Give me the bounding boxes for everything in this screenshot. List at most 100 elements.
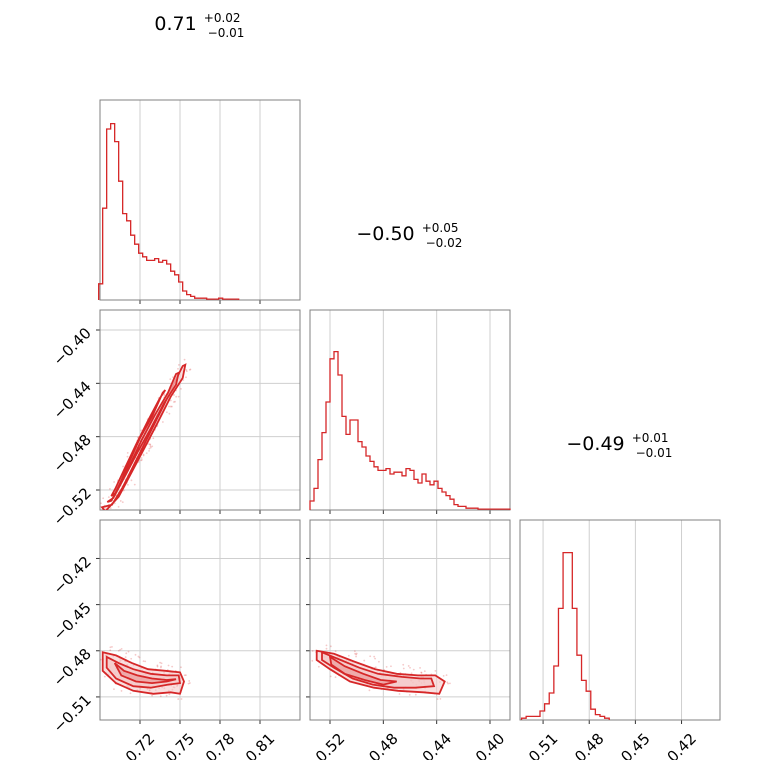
sample-point bbox=[180, 387, 182, 390]
contour-inner bbox=[113, 662, 177, 685]
sample-point bbox=[115, 509, 117, 510]
sample-point bbox=[100, 502, 102, 505]
x-tick-labels-param-1: 0.72 0.75 0.78 0.81 bbox=[122, 730, 278, 760]
sample-point bbox=[169, 405, 172, 408]
y-tick-label: −0.48 bbox=[50, 431, 95, 476]
sample-point bbox=[385, 665, 388, 668]
sample-point bbox=[355, 655, 357, 658]
x-tick-label: −0.42 bbox=[655, 730, 700, 760]
sample-point bbox=[109, 646, 112, 649]
sample-point bbox=[102, 497, 105, 500]
sample-point bbox=[149, 443, 152, 446]
sample-point bbox=[414, 693, 417, 696]
sample-point bbox=[334, 650, 337, 653]
sample-point bbox=[140, 457, 143, 459]
sample-point bbox=[165, 411, 168, 414]
x-tick-label: −0.40 bbox=[463, 730, 508, 760]
sample-point bbox=[325, 644, 328, 647]
sample-point bbox=[133, 483, 136, 486]
sample-point bbox=[188, 368, 191, 371]
sample-point bbox=[317, 665, 320, 668]
sample-point bbox=[420, 672, 423, 674]
sample-point bbox=[148, 443, 151, 446]
sample-point bbox=[103, 675, 106, 678]
sample-point bbox=[138, 656, 141, 659]
sample-point bbox=[117, 649, 120, 652]
sample-point bbox=[163, 394, 166, 397]
contour-inner bbox=[328, 655, 397, 686]
y-tick-label: −0.45 bbox=[50, 599, 95, 644]
sample-point bbox=[353, 650, 356, 653]
sample-point bbox=[183, 674, 186, 677]
sample-point bbox=[434, 669, 437, 672]
sample-point bbox=[159, 661, 162, 664]
sample-point bbox=[109, 507, 112, 510]
contour-param1-param3 bbox=[96, 519, 301, 724]
sample-point bbox=[125, 652, 128, 655]
sample-point bbox=[168, 405, 170, 408]
contour-param2-param3 bbox=[306, 519, 511, 724]
sample-point bbox=[182, 379, 185, 381]
x-tick-label: 0.78 bbox=[202, 730, 238, 760]
sample-point bbox=[311, 659, 314, 662]
sample-point bbox=[149, 445, 152, 448]
sample-point bbox=[120, 647, 123, 650]
sample-point bbox=[363, 659, 366, 662]
sample-point bbox=[180, 698, 183, 700]
sample-point bbox=[96, 505, 98, 507]
contour-mid bbox=[106, 371, 180, 503]
sample-point bbox=[142, 660, 145, 663]
sample-point bbox=[169, 378, 172, 381]
y-tick-labels-param-3: −0.51−0.48−0.45−0.42 bbox=[50, 553, 95, 737]
x-tick-label: 0.81 bbox=[242, 730, 278, 760]
sample-point bbox=[188, 680, 191, 682]
sample-point bbox=[113, 481, 115, 483]
sample-point bbox=[354, 652, 357, 655]
sample-point bbox=[97, 652, 99, 654]
sample-point bbox=[151, 445, 154, 448]
sample-point bbox=[159, 695, 162, 698]
sample-point bbox=[144, 660, 147, 663]
sample-point bbox=[100, 511, 102, 513]
y-tick-label: −0.51 bbox=[50, 691, 95, 736]
sample-point bbox=[185, 370, 188, 373]
sample-point bbox=[129, 692, 132, 695]
x-tick-label: 0.72 bbox=[122, 730, 158, 760]
sample-point bbox=[412, 668, 415, 671]
sample-point bbox=[148, 449, 150, 452]
sample-point bbox=[142, 454, 145, 457]
sample-point bbox=[449, 682, 451, 685]
x-tick-label: −0.45 bbox=[609, 730, 654, 760]
sample-point bbox=[126, 483, 129, 486]
contour-inner bbox=[110, 389, 167, 497]
sample-point bbox=[140, 458, 143, 461]
sample-point bbox=[117, 505, 120, 508]
sample-point bbox=[173, 394, 175, 396]
sample-point bbox=[97, 670, 99, 672]
sample-point bbox=[410, 672, 413, 675]
y-tick-label: −0.44 bbox=[50, 377, 95, 422]
histogram-step bbox=[520, 551, 610, 720]
x-tick-label: −0.51 bbox=[516, 730, 561, 760]
sample-point bbox=[334, 676, 337, 679]
sample-point bbox=[436, 698, 439, 700]
x-tick-label: 0.75 bbox=[162, 730, 198, 760]
sample-point bbox=[134, 653, 137, 656]
sample-point bbox=[447, 682, 450, 685]
sample-point bbox=[161, 421, 164, 423]
sample-point bbox=[149, 446, 152, 449]
sample-point bbox=[189, 368, 192, 371]
sample-point bbox=[185, 369, 188, 371]
sample-point bbox=[187, 682, 190, 685]
panel-frame bbox=[99, 99, 301, 301]
panel-frame bbox=[519, 519, 721, 721]
sample-point bbox=[173, 401, 175, 403]
sample-point bbox=[160, 662, 163, 665]
sample-point bbox=[378, 660, 380, 663]
x-tick-label: −0.52 bbox=[303, 730, 348, 760]
sample-point bbox=[183, 358, 186, 361]
sample-point bbox=[111, 645, 113, 648]
contour-param1-param2 bbox=[96, 309, 301, 514]
sample-point bbox=[109, 649, 112, 652]
